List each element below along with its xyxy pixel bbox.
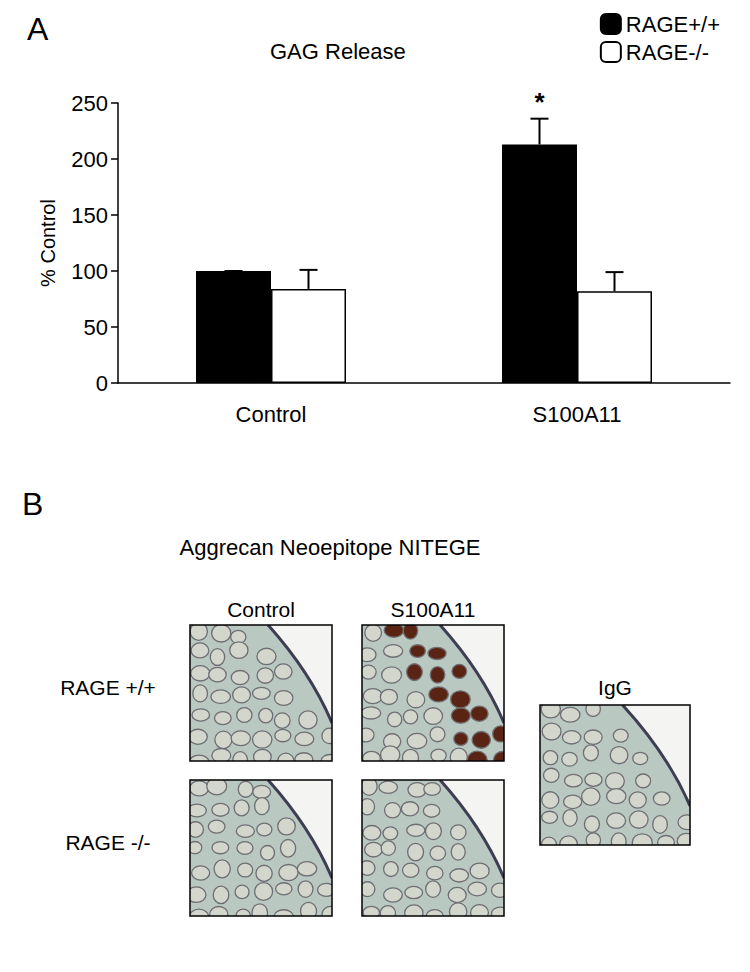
svg-text:250: 250 bbox=[71, 91, 108, 116]
svg-text:RAGE+/+: RAGE+/+ bbox=[626, 12, 720, 37]
svg-text:100: 100 bbox=[71, 259, 108, 284]
svg-text:GAG Release: GAG Release bbox=[270, 39, 406, 64]
svg-text:50: 50 bbox=[84, 315, 108, 340]
svg-text:Control: Control bbox=[236, 402, 307, 427]
svg-text:RAGE-/-: RAGE-/- bbox=[626, 40, 709, 65]
svg-text:150: 150 bbox=[71, 203, 108, 228]
svg-text:Aggrecan Neoepitope NITEGE: Aggrecan Neoepitope NITEGE bbox=[180, 535, 481, 560]
svg-text:Control: Control bbox=[227, 598, 295, 621]
svg-text:B: B bbox=[22, 486, 43, 522]
svg-text:*: * bbox=[534, 87, 545, 117]
svg-text:200: 200 bbox=[71, 147, 108, 172]
svg-text:0: 0 bbox=[96, 371, 108, 396]
svg-text:S100A11: S100A11 bbox=[533, 402, 622, 427]
svg-text:% Control: % Control bbox=[37, 199, 59, 287]
svg-text:RAGE -/-: RAGE -/- bbox=[65, 831, 150, 854]
svg-text:A: A bbox=[27, 11, 49, 47]
svg-text:RAGE +/+: RAGE +/+ bbox=[60, 676, 156, 699]
svg-text:IgG: IgG bbox=[598, 676, 632, 699]
svg-text:S100A11: S100A11 bbox=[391, 598, 476, 621]
